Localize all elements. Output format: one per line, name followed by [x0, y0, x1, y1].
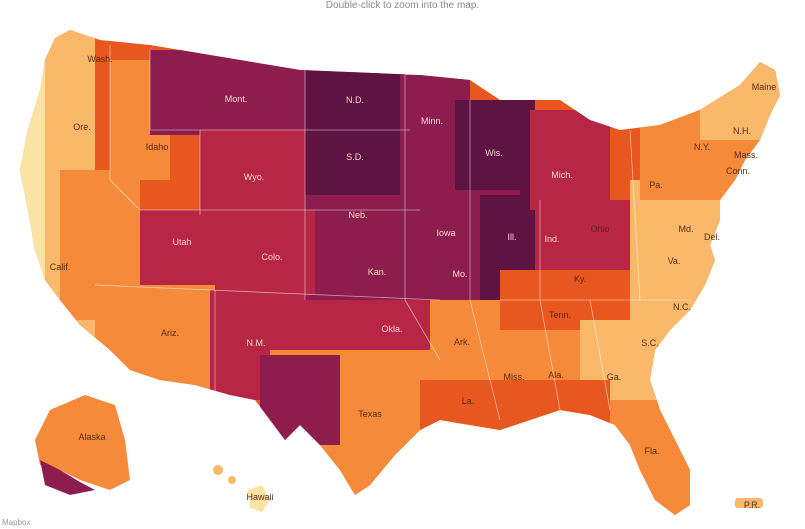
hawaii-island-2: [213, 465, 223, 475]
state-label-fla: Fla.: [644, 446, 659, 456]
state-label-alaska: Alaska: [78, 432, 105, 442]
state-label-ore: Ore.: [73, 122, 91, 132]
state-label-la: La.: [462, 396, 475, 406]
state-label-mass: Mass.: [734, 150, 758, 160]
state-label-maine: Maine: [752, 82, 777, 92]
hawaii-shape: [248, 485, 270, 512]
region-wisconsin: [455, 100, 535, 200]
state-label-mont: Mont.: [225, 94, 248, 104]
state-label-sd: S.D.: [346, 152, 364, 162]
state-label-mo: Mo.: [452, 269, 467, 279]
state-label-md: Md.: [678, 224, 693, 234]
state-label-sc: S.C.: [641, 338, 659, 348]
region-texas-west: [260, 355, 340, 445]
map-credit: Mapbox: [2, 518, 31, 527]
region-utah-colo: [140, 210, 315, 295]
border-13: [629, 129, 641, 301]
state-borders: [94, 45, 690, 421]
border-12: [589, 299, 611, 411]
region-dakotas: [305, 70, 405, 200]
state-label-calif: Calif.: [50, 262, 71, 272]
region-arizona: [95, 285, 215, 390]
state-label-ga: Ga.: [607, 372, 622, 382]
puerto-rico-shape: [735, 498, 763, 508]
state-label-miss: Miss.: [504, 372, 525, 382]
state-label-del: Del.: [704, 232, 720, 242]
state-label-nh: N.H.: [733, 126, 751, 136]
state-label-nd: N.D.: [346, 95, 364, 105]
state-label-hawaii: Hawaii: [246, 492, 273, 502]
border-2: [149, 50, 201, 215]
state-label-ky: Ky.: [574, 274, 586, 284]
state-label-tenn: Tenn.: [549, 310, 571, 320]
state-label-ind: Ind.: [544, 234, 559, 244]
region-michigan: [530, 110, 610, 210]
state-label-ariz: Ariz.: [161, 328, 179, 338]
state-label-conn: Conn.: [726, 166, 750, 176]
state-label-ny: N.Y.: [694, 142, 710, 152]
state-label-nc: N.C.: [673, 302, 691, 312]
region-coast-strip: [20, 30, 45, 330]
state-label-ark: Ark.: [454, 337, 470, 347]
alaska-dark: [40, 460, 95, 495]
region-wyoming: [200, 130, 310, 220]
state-label-neb: Neb.: [348, 210, 367, 220]
state-label-idaho: Idaho: [146, 142, 169, 152]
state-label-pa: Pa.: [649, 180, 663, 190]
state-label-wis: Wis.: [485, 148, 503, 158]
alaska-shape: [35, 395, 130, 490]
state-label-wash: Wash.: [87, 54, 112, 64]
state-label-ill: Ill.: [508, 232, 517, 242]
state-label-minn: Minn.: [421, 116, 443, 126]
region-nebraska-kansas: [305, 195, 420, 310]
border-8: [404, 75, 441, 361]
state-label-kan: Kan.: [368, 267, 387, 277]
zoom-hint: Double-click to zoom into the map.: [325, 0, 480, 11]
state-label-ala: Ala.: [548, 370, 564, 380]
state-label-ohio: Ohio: [590, 224, 609, 234]
state-label-colo: Colo.: [261, 252, 282, 262]
border-6: [94, 284, 441, 301]
state-label-iowa: Iowa: [436, 228, 455, 238]
state-label-va: Va.: [668, 256, 681, 266]
region-montana: [150, 50, 310, 135]
state-label-mich: Mich.: [551, 170, 573, 180]
state-label-nm: N.M.: [247, 338, 266, 348]
region-florida: [600, 400, 700, 515]
state-label-utah: Utah: [172, 237, 191, 247]
border-9: [469, 100, 501, 421]
state-label-wyo: Wyo.: [244, 172, 264, 182]
state-label-texas: Texas: [358, 409, 382, 419]
hawaii-island-3: [228, 476, 236, 484]
state-label-okla: Okla.: [381, 324, 402, 334]
region-gulf-coast: [420, 380, 610, 440]
state-label-pr: P.R.: [744, 500, 760, 510]
border-1: [109, 45, 141, 211]
